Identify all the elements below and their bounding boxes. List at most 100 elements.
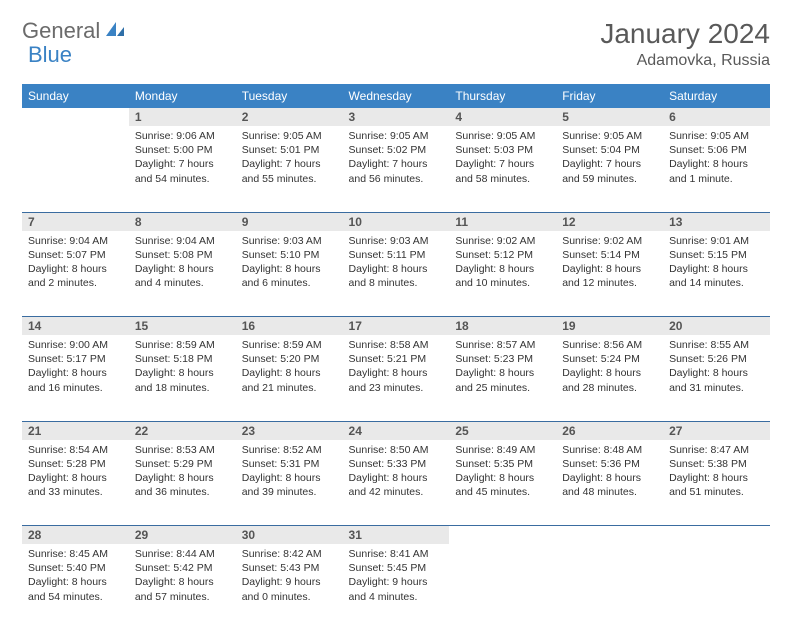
calendar-table: Sunday Monday Tuesday Wednesday Thursday… (22, 84, 770, 630)
day-details: Sunrise: 8:53 AMSunset: 5:29 PMDaylight:… (129, 440, 236, 506)
day-number-cell: 28 (22, 526, 129, 545)
day-details: Sunrise: 9:00 AMSunset: 5:17 PMDaylight:… (22, 335, 129, 401)
day-cell: Sunrise: 9:05 AMSunset: 5:01 PMDaylight:… (236, 126, 343, 212)
day-details: Sunrise: 9:01 AMSunset: 5:15 PMDaylight:… (663, 231, 770, 297)
day-number-cell: 12 (556, 212, 663, 231)
day-cell: Sunrise: 8:54 AMSunset: 5:28 PMDaylight:… (22, 440, 129, 526)
location: Adamovka, Russia (600, 52, 770, 70)
day-number-cell (556, 526, 663, 545)
day-details: Sunrise: 8:59 AMSunset: 5:20 PMDaylight:… (236, 335, 343, 401)
day-content-row: Sunrise: 8:54 AMSunset: 5:28 PMDaylight:… (22, 440, 770, 526)
day-details: Sunrise: 8:52 AMSunset: 5:31 PMDaylight:… (236, 440, 343, 506)
day-number-cell: 21 (22, 421, 129, 440)
day-cell: Sunrise: 8:56 AMSunset: 5:24 PMDaylight:… (556, 335, 663, 421)
day-details: Sunrise: 8:41 AMSunset: 5:45 PMDaylight:… (343, 544, 450, 610)
day-cell: Sunrise: 8:42 AMSunset: 5:43 PMDaylight:… (236, 544, 343, 630)
day-cell: Sunrise: 9:03 AMSunset: 5:11 PMDaylight:… (343, 231, 450, 317)
weekday-header: Sunday (22, 84, 129, 108)
day-number-cell (449, 526, 556, 545)
day-number-cell (22, 108, 129, 126)
day-cell: Sunrise: 8:58 AMSunset: 5:21 PMDaylight:… (343, 335, 450, 421)
day-number-cell: 7 (22, 212, 129, 231)
day-number-cell: 24 (343, 421, 450, 440)
day-number-row: 14151617181920 (22, 317, 770, 336)
day-details: Sunrise: 9:04 AMSunset: 5:07 PMDaylight:… (22, 231, 129, 297)
day-details: Sunrise: 9:03 AMSunset: 5:11 PMDaylight:… (343, 231, 450, 297)
logo-text-blue: Blue (28, 42, 72, 67)
day-number-row: 21222324252627 (22, 421, 770, 440)
logo: General (22, 18, 128, 44)
day-cell: Sunrise: 9:04 AMSunset: 5:08 PMDaylight:… (129, 231, 236, 317)
day-cell: Sunrise: 8:49 AMSunset: 5:35 PMDaylight:… (449, 440, 556, 526)
day-number-cell: 1 (129, 108, 236, 126)
day-number-cell: 3 (343, 108, 450, 126)
day-cell (556, 544, 663, 630)
day-number-cell: 8 (129, 212, 236, 231)
day-cell: Sunrise: 9:05 AMSunset: 5:02 PMDaylight:… (343, 126, 450, 212)
day-cell: Sunrise: 8:45 AMSunset: 5:40 PMDaylight:… (22, 544, 129, 630)
day-details: Sunrise: 8:55 AMSunset: 5:26 PMDaylight:… (663, 335, 770, 401)
day-cell: Sunrise: 9:05 AMSunset: 5:03 PMDaylight:… (449, 126, 556, 212)
weekday-header: Monday (129, 84, 236, 108)
day-number-cell: 27 (663, 421, 770, 440)
day-cell: Sunrise: 9:05 AMSunset: 5:06 PMDaylight:… (663, 126, 770, 212)
day-number-cell: 6 (663, 108, 770, 126)
day-number-cell: 2 (236, 108, 343, 126)
day-number-cell: 23 (236, 421, 343, 440)
day-details: Sunrise: 9:02 AMSunset: 5:14 PMDaylight:… (556, 231, 663, 297)
day-number-cell: 18 (449, 317, 556, 336)
day-cell: Sunrise: 8:53 AMSunset: 5:29 PMDaylight:… (129, 440, 236, 526)
day-cell: Sunrise: 9:04 AMSunset: 5:07 PMDaylight:… (22, 231, 129, 317)
day-number-cell: 9 (236, 212, 343, 231)
day-details: Sunrise: 8:56 AMSunset: 5:24 PMDaylight:… (556, 335, 663, 401)
day-details: Sunrise: 8:45 AMSunset: 5:40 PMDaylight:… (22, 544, 129, 610)
day-number-row: 78910111213 (22, 212, 770, 231)
day-number-cell: 16 (236, 317, 343, 336)
day-details: Sunrise: 9:05 AMSunset: 5:04 PMDaylight:… (556, 126, 663, 192)
day-number-cell: 31 (343, 526, 450, 545)
day-number-cell: 14 (22, 317, 129, 336)
day-number-cell: 10 (343, 212, 450, 231)
day-cell: Sunrise: 8:44 AMSunset: 5:42 PMDaylight:… (129, 544, 236, 630)
day-number-cell: 11 (449, 212, 556, 231)
logo-sail-icon (104, 20, 126, 43)
day-cell (449, 544, 556, 630)
day-number-cell: 30 (236, 526, 343, 545)
title-block: January 2024 Adamovka, Russia (600, 18, 770, 70)
day-details: Sunrise: 8:42 AMSunset: 5:43 PMDaylight:… (236, 544, 343, 610)
day-details: Sunrise: 9:06 AMSunset: 5:00 PMDaylight:… (129, 126, 236, 192)
day-content-row: Sunrise: 9:06 AMSunset: 5:00 PMDaylight:… (22, 126, 770, 212)
weekday-header-row: Sunday Monday Tuesday Wednesday Thursday… (22, 84, 770, 108)
day-cell: Sunrise: 9:03 AMSunset: 5:10 PMDaylight:… (236, 231, 343, 317)
day-cell: Sunrise: 9:01 AMSunset: 5:15 PMDaylight:… (663, 231, 770, 317)
weekday-header: Wednesday (343, 84, 450, 108)
day-details: Sunrise: 9:04 AMSunset: 5:08 PMDaylight:… (129, 231, 236, 297)
day-number-cell: 26 (556, 421, 663, 440)
day-cell: Sunrise: 9:06 AMSunset: 5:00 PMDaylight:… (129, 126, 236, 212)
month-title: January 2024 (600, 18, 770, 50)
day-details: Sunrise: 8:54 AMSunset: 5:28 PMDaylight:… (22, 440, 129, 506)
day-content-row: Sunrise: 9:04 AMSunset: 5:07 PMDaylight:… (22, 231, 770, 317)
day-number-cell: 17 (343, 317, 450, 336)
day-cell: Sunrise: 8:47 AMSunset: 5:38 PMDaylight:… (663, 440, 770, 526)
day-details: Sunrise: 8:47 AMSunset: 5:38 PMDaylight:… (663, 440, 770, 506)
day-cell: Sunrise: 8:52 AMSunset: 5:31 PMDaylight:… (236, 440, 343, 526)
day-details: Sunrise: 9:03 AMSunset: 5:10 PMDaylight:… (236, 231, 343, 297)
day-details: Sunrise: 9:05 AMSunset: 5:01 PMDaylight:… (236, 126, 343, 192)
day-details: Sunrise: 8:48 AMSunset: 5:36 PMDaylight:… (556, 440, 663, 506)
day-cell: Sunrise: 8:59 AMSunset: 5:18 PMDaylight:… (129, 335, 236, 421)
day-details: Sunrise: 9:02 AMSunset: 5:12 PMDaylight:… (449, 231, 556, 297)
day-details: Sunrise: 8:49 AMSunset: 5:35 PMDaylight:… (449, 440, 556, 506)
day-number-cell: 19 (556, 317, 663, 336)
day-details: Sunrise: 9:05 AMSunset: 5:03 PMDaylight:… (449, 126, 556, 192)
day-cell: Sunrise: 9:02 AMSunset: 5:12 PMDaylight:… (449, 231, 556, 317)
day-number-cell: 4 (449, 108, 556, 126)
day-cell: Sunrise: 8:50 AMSunset: 5:33 PMDaylight:… (343, 440, 450, 526)
day-cell: Sunrise: 8:59 AMSunset: 5:20 PMDaylight:… (236, 335, 343, 421)
day-number-cell: 25 (449, 421, 556, 440)
day-number-cell (663, 526, 770, 545)
day-details: Sunrise: 8:58 AMSunset: 5:21 PMDaylight:… (343, 335, 450, 401)
day-cell: Sunrise: 8:48 AMSunset: 5:36 PMDaylight:… (556, 440, 663, 526)
day-content-row: Sunrise: 8:45 AMSunset: 5:40 PMDaylight:… (22, 544, 770, 630)
day-details: Sunrise: 8:44 AMSunset: 5:42 PMDaylight:… (129, 544, 236, 610)
